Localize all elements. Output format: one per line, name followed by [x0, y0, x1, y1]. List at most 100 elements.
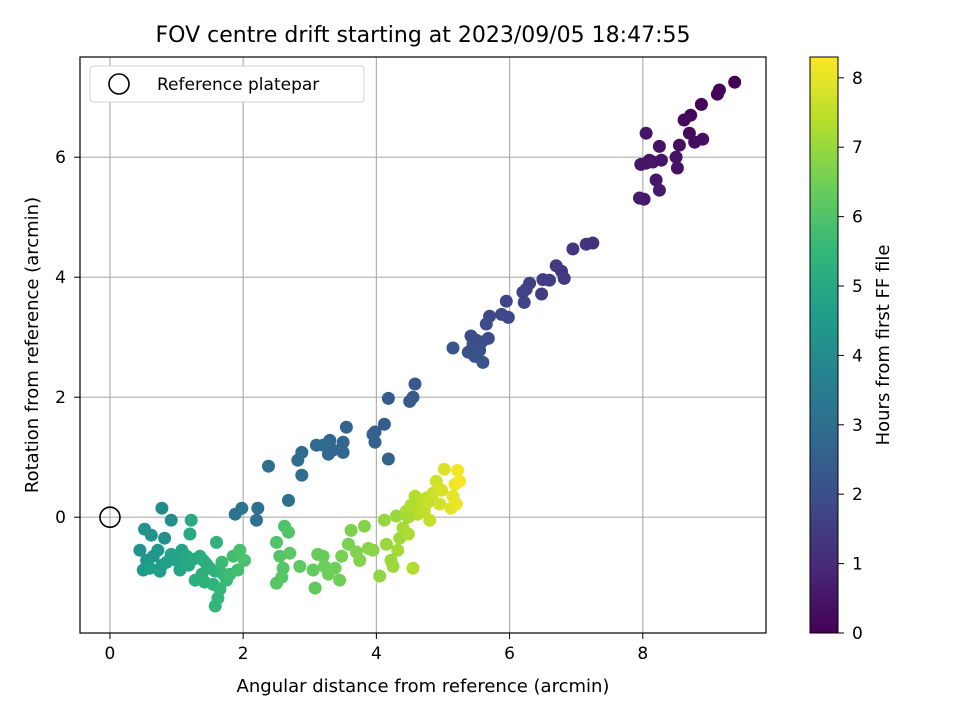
x-tick-label: 6	[504, 644, 515, 664]
scatter-point	[637, 192, 651, 206]
scatter-point	[183, 527, 197, 541]
scatter-point	[275, 570, 289, 584]
legend-box	[89, 65, 365, 103]
scatter-point	[336, 435, 350, 449]
y-axis-label: Rotation from reference (arcmin)	[22, 197, 43, 493]
scatter-point	[233, 543, 247, 557]
scatter-point	[295, 468, 309, 482]
scatter-point	[273, 549, 287, 563]
scatter-point	[153, 564, 167, 578]
scatter-point	[549, 259, 563, 273]
scatter-point	[642, 153, 656, 167]
scatter-point	[672, 138, 686, 152]
scatter-point	[639, 126, 653, 140]
x-tick-label: 4	[371, 644, 382, 664]
y-tick-label: 0	[55, 508, 66, 528]
scatter-point	[536, 273, 550, 287]
scatter-point	[144, 528, 158, 542]
legend-label: Reference platepar	[157, 75, 319, 95]
colorbar-tick-label: 3	[852, 416, 863, 436]
scatter-point	[368, 435, 382, 449]
scatter-point	[386, 559, 400, 573]
colorbar-tick-label: 1	[852, 555, 863, 575]
x-axis-ticks: 0 2 4 6 8	[105, 633, 648, 664]
scatter-point	[333, 573, 347, 587]
scatter-point	[316, 549, 330, 563]
scatter-point	[381, 391, 395, 405]
scatter-point	[282, 493, 295, 507]
scatter-point	[210, 535, 223, 549]
scatter-point	[336, 445, 350, 459]
scatter-point	[250, 513, 263, 527]
scatter-point	[516, 285, 530, 299]
scatter-point	[373, 569, 387, 583]
scatter-point	[238, 553, 251, 567]
scatter-point	[423, 513, 437, 527]
scatter-point	[566, 242, 580, 256]
scatter-point	[495, 307, 509, 321]
scatter-point	[262, 459, 275, 473]
x-tick-label: 2	[238, 644, 249, 664]
y-tick-label: 6	[55, 148, 66, 168]
scatter-point	[728, 75, 742, 89]
scatter-point	[357, 519, 371, 533]
scatter-point	[164, 513, 178, 527]
colorbar-tick-label: 7	[852, 138, 863, 158]
colorbar-label: Hours from first FF file	[873, 245, 894, 446]
scatter-point	[391, 543, 405, 557]
scatter-points	[133, 75, 742, 613]
scatter-point	[476, 355, 490, 369]
scatter-point	[401, 527, 415, 541]
scatter-point	[433, 497, 447, 511]
scatter-point	[377, 513, 391, 527]
scatter-point	[291, 453, 305, 467]
scatter-point	[339, 420, 353, 434]
scatter-point	[184, 513, 198, 527]
scatter-point	[406, 561, 420, 575]
scatter-point	[306, 563, 320, 577]
scatter-point	[328, 561, 342, 575]
colorbar-tick-label: 6	[852, 208, 863, 228]
colorbar-tick-label: 0	[852, 624, 863, 644]
legend-marker	[108, 73, 130, 95]
scatter-point	[341, 537, 355, 551]
scatter-point	[308, 581, 322, 595]
scatter-point	[211, 591, 225, 605]
scatter-point	[215, 555, 229, 569]
scatter-point	[669, 150, 683, 164]
x-tick-label: 8	[637, 644, 648, 664]
scatter-point	[377, 417, 391, 431]
scatter-point	[379, 537, 393, 551]
scatter-point	[251, 501, 265, 515]
scatter-point	[231, 563, 245, 577]
scatter-point	[353, 553, 367, 567]
colorbar	[809, 56, 839, 634]
scatter-point	[344, 523, 358, 537]
legend: Reference platepar	[89, 65, 365, 103]
scatter-point	[133, 543, 147, 557]
scatter-point	[710, 87, 724, 101]
reference-marker	[99, 506, 121, 529]
scatter-point	[270, 535, 283, 549]
scatter-point	[694, 97, 708, 111]
scatter-point	[282, 525, 295, 539]
scatter-point	[451, 463, 465, 477]
scatter-point	[293, 559, 307, 573]
scatter-point	[677, 113, 691, 127]
scatter-point	[316, 438, 330, 452]
scatter-point	[335, 549, 349, 563]
scatter-point	[143, 561, 157, 575]
scatter-point	[499, 294, 513, 308]
scatter-point	[401, 510, 415, 524]
colorbar-tick-label: 4	[852, 346, 863, 366]
x-tick-label: 0	[105, 644, 116, 664]
scatter-point	[649, 173, 663, 187]
scatter-point	[449, 497, 463, 511]
scatter-point	[381, 452, 395, 466]
scatter-point	[151, 543, 165, 557]
scatter-point	[688, 135, 702, 149]
scatter-point	[437, 462, 451, 476]
scatter-point	[421, 495, 435, 509]
scatter-point	[446, 341, 460, 355]
